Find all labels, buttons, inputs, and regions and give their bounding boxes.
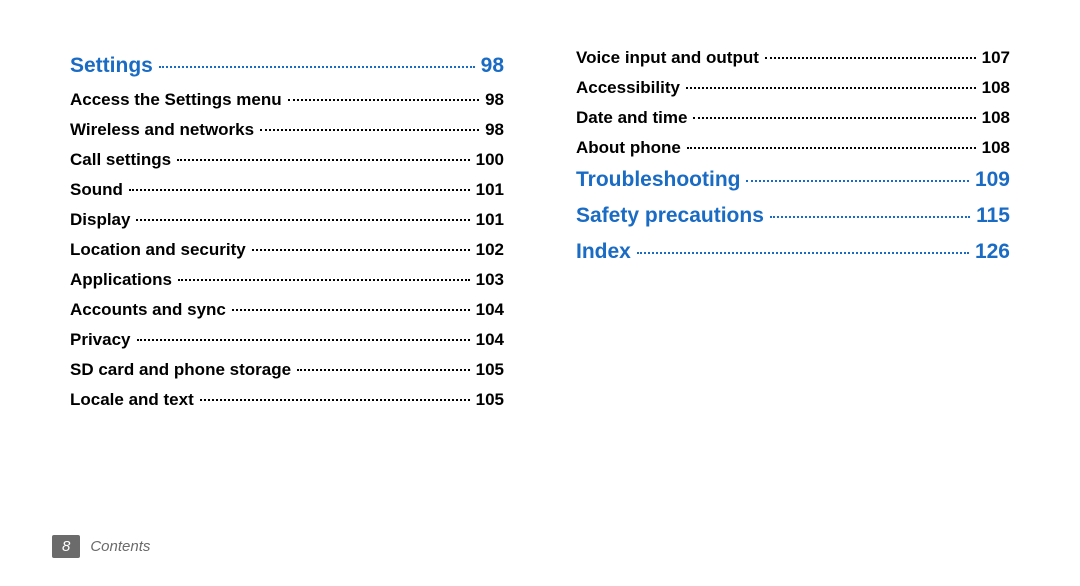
toc-leader-dots xyxy=(178,279,470,281)
toc-label: Sound xyxy=(70,180,123,200)
toc-label: Accessibility xyxy=(576,78,680,98)
toc-page-number: 108 xyxy=(982,78,1010,98)
toc-page-number: 101 xyxy=(476,210,504,230)
toc-label: SD card and phone storage xyxy=(70,360,291,380)
toc-page-number: 104 xyxy=(476,330,504,350)
footer-label: Contents xyxy=(90,538,150,555)
toc-leader-dots xyxy=(288,99,479,101)
toc-entry-row[interactable]: Display 101 xyxy=(70,210,504,230)
toc-page-number: 101 xyxy=(476,180,504,200)
toc-entry-row[interactable]: Date and time 108 xyxy=(576,108,1010,128)
toc-entry-row[interactable]: Accessibility 108 xyxy=(576,78,1010,98)
toc-entry-row[interactable]: Voice input and output 107 xyxy=(576,48,1010,68)
toc-page-number: 109 xyxy=(975,168,1010,192)
toc-entry-row[interactable]: SD card and phone storage 105 xyxy=(70,360,504,380)
toc-label: Location and security xyxy=(70,240,246,260)
toc-section-row[interactable]: Safety precautions 115 xyxy=(576,204,1010,228)
toc-label: About phone xyxy=(576,138,681,158)
toc-label: Call settings xyxy=(70,150,171,170)
toc-entry-row[interactable]: Accounts and sync 104 xyxy=(70,300,504,320)
toc-label: Settings xyxy=(70,54,153,78)
toc-entry-row[interactable]: Access the Settings menu 98 xyxy=(70,90,504,110)
toc-entry-row[interactable]: Location and security 102 xyxy=(70,240,504,260)
toc-leader-dots xyxy=(686,87,976,89)
toc-leader-dots xyxy=(136,219,469,221)
toc-leader-dots xyxy=(687,147,976,149)
toc-label: Accounts and sync xyxy=(70,300,226,320)
toc-label: Wireless and networks xyxy=(70,120,254,140)
toc-leader-dots xyxy=(159,66,475,68)
toc-leader-dots xyxy=(252,249,470,251)
toc-entry-row[interactable]: Applications 103 xyxy=(70,270,504,290)
toc-entry-row[interactable]: Sound 101 xyxy=(70,180,504,200)
toc-page-number: 115 xyxy=(976,204,1010,228)
toc-page-number: 107 xyxy=(982,48,1010,68)
toc-page-number: 105 xyxy=(476,360,504,380)
toc-leader-dots xyxy=(770,216,970,218)
toc-column-right: Voice input and output 107 Accessibility … xyxy=(576,48,1010,420)
toc-leader-dots xyxy=(177,159,470,161)
toc-entry-row[interactable]: Locale and text 105 xyxy=(70,390,504,410)
toc-page-number: 98 xyxy=(485,120,504,140)
toc-label: Locale and text xyxy=(70,390,194,410)
toc-label: Date and time xyxy=(576,108,687,128)
toc-label: Troubleshooting xyxy=(576,168,740,192)
toc-leader-dots xyxy=(137,339,470,341)
toc-page-number: 103 xyxy=(476,270,504,290)
toc-page-number: 102 xyxy=(476,240,504,260)
toc-entry-row[interactable]: Privacy 104 xyxy=(70,330,504,350)
toc-section-row[interactable]: Settings 98 xyxy=(70,54,504,78)
toc-leader-dots xyxy=(693,117,975,119)
toc-entry-row[interactable]: Wireless and networks 98 xyxy=(70,120,504,140)
toc-page-number: 126 xyxy=(975,240,1010,264)
toc-page-number: 98 xyxy=(485,90,504,110)
toc-page-number: 98 xyxy=(481,54,504,78)
toc-leader-dots xyxy=(765,57,976,59)
toc-label: Index xyxy=(576,240,631,264)
toc-leader-dots xyxy=(200,399,470,401)
toc-leader-dots xyxy=(260,129,479,131)
toc-columns: Settings 98Access the Settings menu 98Wi… xyxy=(70,48,1010,420)
toc-label: Applications xyxy=(70,270,172,290)
toc-label: Display xyxy=(70,210,130,230)
toc-page-number: 108 xyxy=(982,108,1010,128)
toc-label: Voice input and output xyxy=(576,48,759,68)
toc-section-row[interactable]: Index 126 xyxy=(576,240,1010,264)
toc-label: Access the Settings menu xyxy=(70,90,282,110)
toc-leader-dots xyxy=(746,180,968,182)
toc-leader-dots xyxy=(129,189,470,191)
toc-section-row[interactable]: Troubleshooting 109 xyxy=(576,168,1010,192)
toc-entry-row[interactable]: About phone 108 xyxy=(576,138,1010,158)
toc-page-number: 108 xyxy=(982,138,1010,158)
page-footer: 8 Contents xyxy=(52,535,150,558)
toc-column-left: Settings 98Access the Settings menu 98Wi… xyxy=(70,48,504,420)
toc-leader-dots xyxy=(637,252,969,254)
footer-page-number: 8 xyxy=(52,535,80,558)
toc-leader-dots xyxy=(297,369,470,371)
toc-label: Privacy xyxy=(70,330,131,350)
toc-leader-dots xyxy=(232,309,470,311)
toc-page-number: 104 xyxy=(476,300,504,320)
toc-page-number: 105 xyxy=(476,390,504,410)
toc-entry-row[interactable]: Call settings 100 xyxy=(70,150,504,170)
toc-label: Safety precautions xyxy=(576,204,764,228)
toc-page-number: 100 xyxy=(476,150,504,170)
